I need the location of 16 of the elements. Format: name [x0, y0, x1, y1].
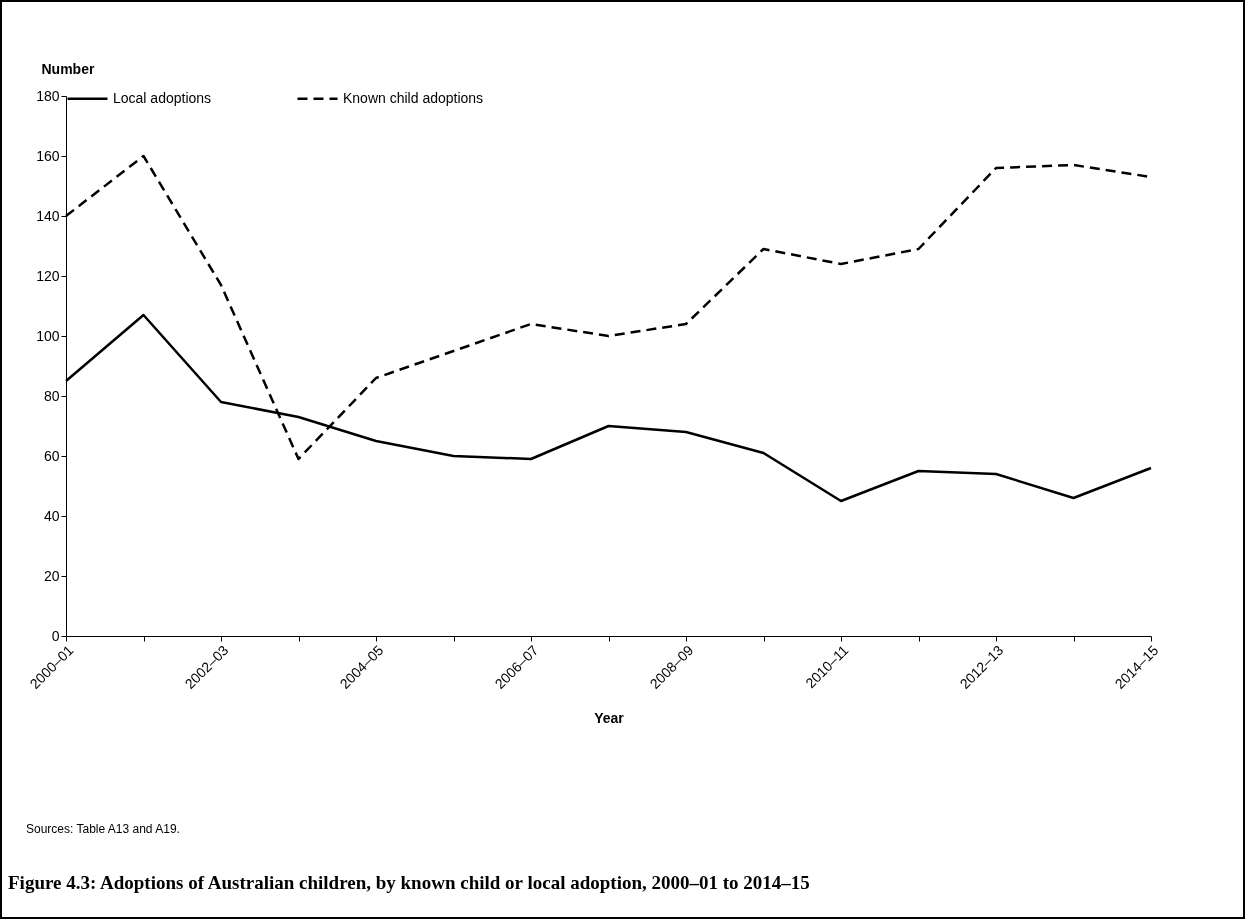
x-axis-title: Year: [594, 709, 625, 726]
y-tick-label: 0: [51, 627, 60, 644]
legend-label: Known child adoptions: [343, 89, 484, 106]
text: Figure 4.3: Adoptions of Australian children, by known child or local adoption, 2000–01 to 2014–15: [8, 872, 810, 894]
y-tick-label: 160: [36, 147, 60, 164]
y-tick-label: 140: [36, 207, 60, 224]
y-tick-label: 100: [36, 327, 60, 344]
y-tick-label: 40: [43, 507, 60, 524]
legend-label: Local adoptions: [113, 89, 212, 106]
y-tick-label: 80: [43, 387, 60, 404]
y-tick-label: 120: [36, 267, 60, 284]
y-tick-label: 20: [43, 567, 60, 584]
source-note: Sources: Table A13 and A19.: [26, 822, 180, 836]
y-tick-label: 60: [43, 447, 60, 464]
y-axis-title: Number: [41, 60, 95, 77]
y-tick-label: 180: [36, 87, 60, 104]
